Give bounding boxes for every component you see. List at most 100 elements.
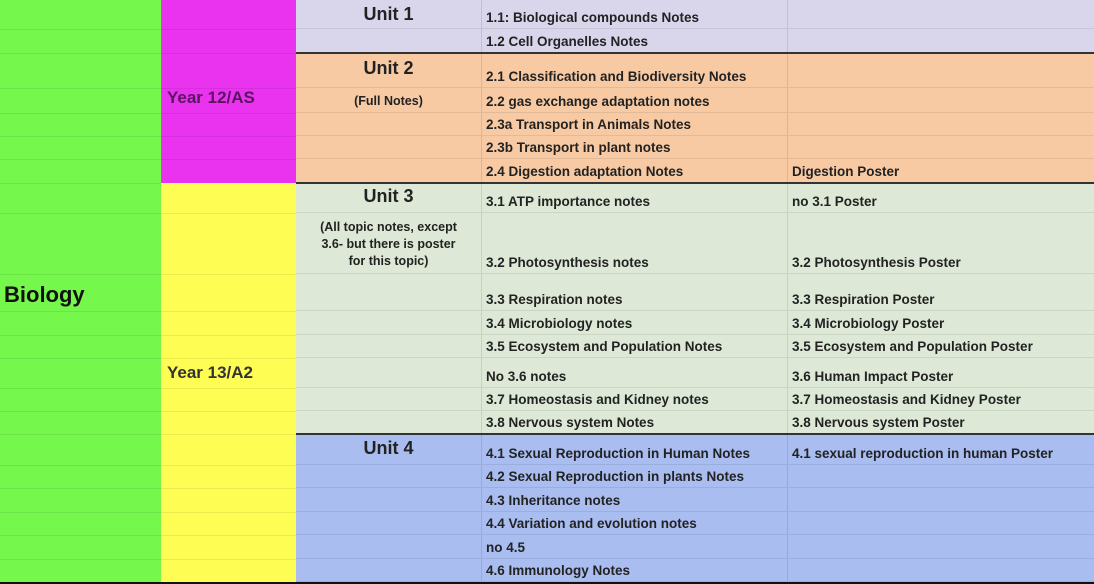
gridline [161, 29, 296, 30]
column-divider [481, 274, 482, 310]
gridline [161, 535, 296, 536]
gridline [161, 311, 296, 312]
notes-cell[interactable]: 1.1: Biological compounds Notes [486, 10, 700, 25]
poster-cell[interactable]: 3.7 Homeostasis and Kidney Poster [792, 392, 1021, 407]
poster-cell[interactable]: 3.4 Microbiology Poster [792, 316, 945, 331]
gridline [0, 311, 161, 312]
gridline [161, 136, 296, 137]
column-divider [787, 535, 788, 558]
poster-cell[interactable]: 3.2 Photosynthesis Poster [792, 255, 961, 270]
unit-2-title: Unit 2 [363, 58, 414, 78]
notes-cell[interactable]: 2.1 Classification and Biodiversity Note… [486, 69, 747, 84]
year-12-label: Year 12/AS [167, 88, 255, 107]
unit-separator [296, 182, 1094, 184]
column-divider [787, 88, 788, 112]
gridline [0, 559, 161, 560]
column-divider [787, 434, 788, 464]
column-divider [481, 411, 482, 433]
poster-cell[interactable]: Digestion Poster [792, 164, 900, 179]
notes-cell[interactable]: 1.2 Cell Organelles Notes [486, 34, 649, 49]
notes-cell[interactable]: 4.2 Sexual Reproduction in plants Notes [486, 469, 745, 484]
table-row: 1.1: Biological compounds Notes [296, 0, 1094, 29]
notes-cell[interactable]: 2.2 gas exchange adaptation notes [486, 94, 710, 109]
table-row: 3.4 Microbiology notes 3.4 Microbiology P… [296, 311, 1094, 335]
notes-cell[interactable]: 4.4 Variation and evolution notes [486, 516, 697, 531]
unit-separator [296, 52, 1094, 54]
gridline [161, 213, 296, 214]
gridline [161, 434, 296, 435]
gridline [161, 159, 296, 160]
notes-cell[interactable]: 2.3b Transport in plant notes [486, 140, 671, 155]
column-divider [787, 136, 788, 158]
notes-cell[interactable]: 3.5 Ecosystem and Population Notes [486, 339, 723, 354]
poster-cell[interactable]: 3.6 Human Impact Poster [792, 369, 954, 384]
notes-cell[interactable]: 4.1 Sexual Reproduction in Human Notes [486, 446, 751, 461]
column-divider [481, 311, 482, 334]
column-divider [481, 535, 482, 558]
column-divider [481, 559, 482, 581]
column-divider [481, 335, 482, 357]
notes-cell[interactable]: 3.8 Nervous system Notes [486, 415, 655, 430]
gridline [161, 411, 296, 412]
gridline [0, 512, 161, 513]
column-divider [787, 388, 788, 410]
notes-cell[interactable]: 3.4 Microbiology notes [486, 316, 633, 331]
table-row: 4.1 Sexual Reproduction in Human Notes 4.… [296, 434, 1094, 465]
poster-cell[interactable]: 3.5 Ecosystem and Population Poster [792, 339, 1033, 354]
notes-cell[interactable]: 3.3 Respiration notes [486, 292, 623, 307]
gridline [0, 159, 161, 160]
table-row: no 4.5 [296, 535, 1094, 559]
column-divider [481, 136, 482, 158]
notes-cell[interactable]: 3.2 Photosynthesis notes [486, 255, 649, 270]
notes-cell[interactable]: 2.3a Transport in Animals Notes [486, 117, 692, 132]
notes-cell[interactable]: 2.4 Digestion adaptation Notes [486, 164, 684, 179]
column-divider [481, 213, 482, 273]
unit-3-note: (All topic notes, except 3.6- but there … [320, 220, 457, 268]
column-divider [787, 53, 788, 87]
column-divider [481, 0, 482, 28]
gridline [161, 358, 296, 359]
unit-separator [296, 433, 1094, 435]
notes-cell[interactable]: 3.7 Homeostasis and Kidney notes [486, 392, 709, 407]
column-divider [787, 0, 788, 28]
gridline [0, 53, 161, 54]
gridline [0, 213, 161, 214]
poster-cell[interactable]: 4.1 sexual reproduction in human Poster [792, 446, 1054, 461]
gridline [161, 274, 296, 275]
gridline [0, 335, 161, 336]
year-12-cell[interactable] [161, 0, 296, 183]
gridline [161, 465, 296, 466]
column-divider [481, 465, 482, 487]
gridline [0, 136, 161, 137]
table-row: 3.8 Nervous system Notes 3.8 Nervous syst… [296, 411, 1094, 434]
table-row: 4.4 Variation and evolution notes [296, 512, 1094, 535]
table-row: 3.5 Ecosystem and Population Notes 3.5 Ec… [296, 335, 1094, 358]
gridline [0, 488, 161, 489]
notes-cell[interactable]: no 4.5 [486, 540, 526, 555]
notes-cell[interactable]: 4.6 Immunology Notes [486, 563, 631, 578]
gridline [0, 411, 161, 412]
bottom-border [0, 582, 1094, 584]
column-divider [787, 465, 788, 487]
column-divider [787, 411, 788, 433]
table-row: 1.2 Cell Organelles Notes [296, 29, 1094, 53]
column-divider [787, 488, 788, 511]
column-divider [787, 358, 788, 387]
gridline [0, 465, 161, 466]
column-divider [481, 512, 482, 534]
subject-cell[interactable] [0, 0, 161, 582]
table-row: 4.2 Sexual Reproduction in plants Notes [296, 465, 1094, 488]
column-divider [481, 113, 482, 135]
poster-cell[interactable]: no 3.1 Poster [792, 194, 877, 209]
notes-cell[interactable]: No 3.6 notes [486, 369, 567, 384]
year-13-cell[interactable] [161, 183, 296, 582]
poster-cell[interactable]: 3.3 Respiration Poster [792, 292, 935, 307]
poster-cell[interactable]: 3.8 Nervous system Poster [792, 415, 965, 430]
table-row: 3.7 Homeostasis and Kidney notes 3.7 Home… [296, 388, 1094, 411]
notes-cell[interactable]: 3.1 ATP importance notes [486, 194, 651, 209]
gridline [0, 535, 161, 536]
column-divider [787, 213, 788, 273]
subject-label: Biology [4, 282, 85, 307]
notes-cell[interactable]: 4.3 Inheritance notes [486, 493, 621, 508]
unit-2-note: (Full Notes) [354, 94, 423, 108]
